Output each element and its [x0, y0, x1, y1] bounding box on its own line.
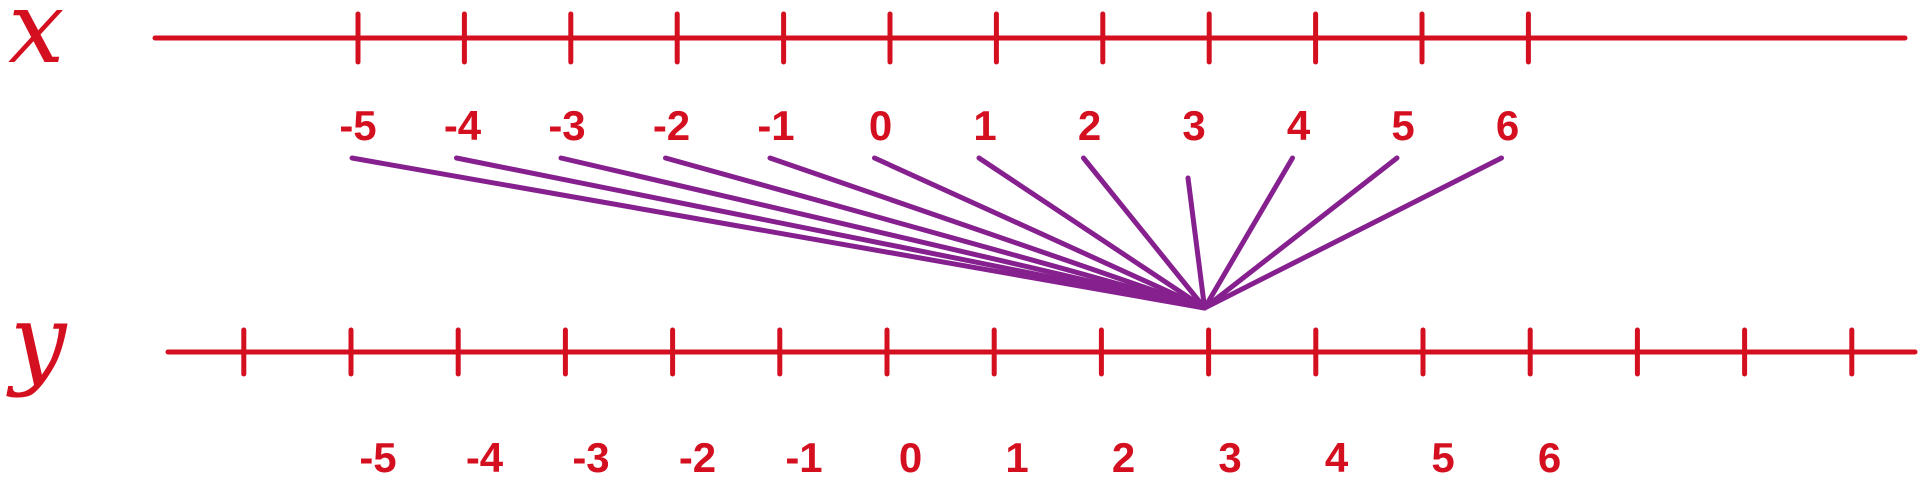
mapping-line: [976, 155, 1208, 311]
bottom-tick-label: -3: [572, 434, 609, 481]
mapping-line: [558, 155, 1208, 311]
bottom-tick-label: -2: [679, 434, 716, 481]
top-tick-label: -3: [548, 102, 585, 149]
top-axis-tick-labels: -5 -4 -3 -2 -1 0 1 2 3 4 5 6: [339, 102, 1519, 149]
top-tick-label: -5: [339, 102, 376, 149]
top-tick-label: 6: [1496, 102, 1519, 149]
top-axis-ticks: [355, 11, 1531, 65]
top-tick-label: -2: [653, 102, 690, 149]
bottom-tick-label: 6: [1538, 434, 1561, 481]
bottom-tick-label: 4: [1325, 434, 1349, 481]
top-tick-label: 4: [1287, 102, 1311, 149]
top-tick-label: -4: [444, 102, 482, 149]
bottom-axis-label: y: [6, 282, 68, 399]
top-tick-label: -1: [757, 102, 794, 149]
mapping-line: [767, 155, 1208, 311]
bottom-axis-ticks: [241, 327, 1855, 377]
bottom-axis-tick-labels: -5 -4 -3 -2 -1 0 1 2 3 4 5 6: [359, 434, 1561, 481]
mapping-line: [1202, 155, 1504, 311]
top-axis-label: x: [8, 0, 64, 86]
mapping-line: [1185, 175, 1208, 311]
bottom-tick-label: 2: [1112, 434, 1135, 481]
bottom-tick-label: 0: [899, 434, 922, 481]
mapping-line: [454, 155, 1208, 311]
mapping-lines: [349, 155, 1504, 311]
mapping-line: [1202, 155, 1295, 311]
mapping-line: [349, 155, 1208, 311]
mapping-line: [663, 155, 1208, 311]
top-tick-label: 1: [973, 102, 996, 149]
top-tick-label: 3: [1182, 102, 1205, 149]
mapping-line: [1202, 155, 1400, 311]
top-tick-label: 2: [1078, 102, 1101, 149]
bottom-tick-label: 1: [1005, 434, 1028, 481]
mapping-line: [872, 155, 1208, 311]
bottom-tick-label: -4: [466, 434, 504, 481]
mapping-line: [1081, 155, 1208, 311]
bottom-tick-label: 5: [1431, 434, 1454, 481]
bottom-tick-label: 3: [1218, 434, 1241, 481]
top-tick-label: 5: [1391, 102, 1414, 149]
bottom-tick-label: -5: [359, 434, 396, 481]
top-tick-label: 0: [869, 102, 892, 149]
bottom-tick-label: -1: [785, 434, 822, 481]
